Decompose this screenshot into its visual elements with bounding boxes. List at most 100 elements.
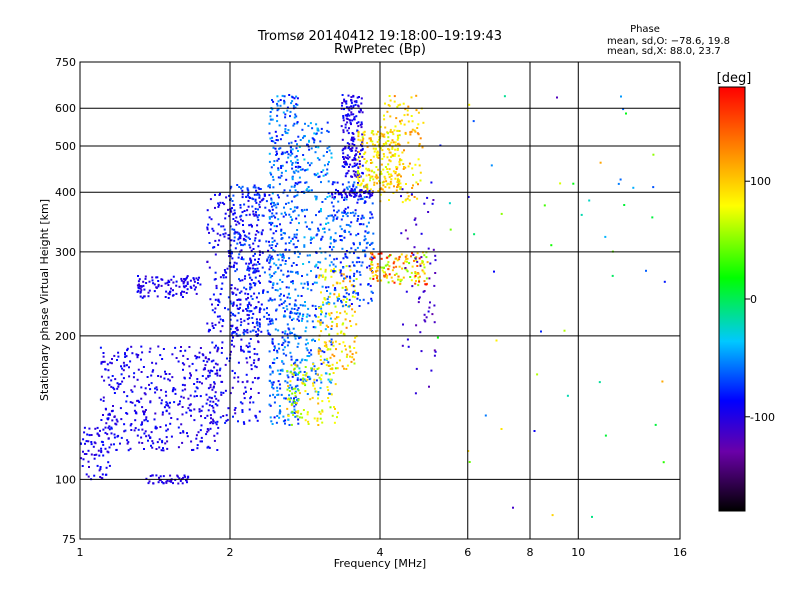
data-point bbox=[216, 348, 219, 351]
data-point bbox=[344, 123, 347, 126]
data-point bbox=[341, 165, 344, 168]
data-point bbox=[305, 225, 308, 228]
data-point bbox=[267, 249, 270, 252]
data-point bbox=[416, 260, 419, 263]
data-point bbox=[310, 270, 312, 272]
data-point bbox=[427, 310, 430, 313]
data-point bbox=[284, 116, 287, 119]
data-point bbox=[202, 368, 205, 371]
data-point bbox=[235, 262, 238, 265]
data-point bbox=[196, 356, 198, 359]
data-point bbox=[263, 271, 266, 274]
data-point bbox=[361, 136, 364, 139]
data-point bbox=[159, 375, 162, 378]
data-point bbox=[399, 282, 402, 285]
data-point bbox=[358, 195, 361, 198]
data-point bbox=[350, 221, 353, 224]
data-point bbox=[328, 195, 331, 198]
data-point bbox=[277, 108, 280, 111]
data-point bbox=[136, 399, 139, 402]
data-point bbox=[339, 225, 342, 228]
data-point bbox=[285, 213, 287, 216]
data-point bbox=[168, 293, 171, 296]
data-point bbox=[324, 278, 327, 281]
data-point bbox=[234, 407, 237, 409]
data-point bbox=[190, 440, 193, 443]
data-point bbox=[366, 232, 369, 234]
data-point bbox=[409, 131, 412, 134]
data-point bbox=[130, 389, 133, 392]
data-point bbox=[211, 341, 214, 344]
data-point bbox=[218, 315, 221, 318]
data-point bbox=[358, 241, 361, 244]
data-point bbox=[346, 297, 348, 300]
data-point bbox=[320, 291, 322, 294]
data-point bbox=[249, 246, 252, 249]
data-point bbox=[391, 269, 394, 272]
data-point bbox=[429, 301, 431, 304]
data-point bbox=[327, 361, 330, 364]
data-point bbox=[113, 415, 116, 418]
data-point bbox=[180, 395, 183, 398]
data-point bbox=[107, 413, 110, 416]
data-point bbox=[277, 266, 280, 269]
data-point bbox=[211, 370, 214, 373]
data-point bbox=[399, 120, 401, 123]
data-point bbox=[236, 326, 239, 329]
data-point bbox=[343, 188, 346, 191]
data-point bbox=[271, 257, 274, 260]
data-point bbox=[238, 291, 241, 294]
data-point bbox=[169, 474, 172, 477]
data-point bbox=[353, 144, 356, 146]
data-point bbox=[110, 362, 113, 365]
data-point bbox=[274, 130, 277, 133]
data-point bbox=[147, 295, 150, 298]
data-point bbox=[425, 256, 428, 259]
data-point bbox=[237, 420, 239, 423]
data-point bbox=[308, 189, 311, 192]
data-point bbox=[371, 192, 374, 194]
data-point bbox=[328, 228, 331, 231]
data-point bbox=[343, 189, 346, 192]
data-point bbox=[167, 378, 170, 381]
data-point bbox=[254, 237, 257, 240]
data-point bbox=[172, 289, 174, 292]
data-point bbox=[147, 439, 149, 442]
data-point bbox=[205, 402, 208, 405]
data-point bbox=[333, 302, 336, 305]
data-point bbox=[293, 171, 296, 174]
data-point bbox=[273, 358, 276, 361]
data-point bbox=[315, 132, 318, 135]
data-point bbox=[306, 187, 309, 190]
data-point bbox=[182, 282, 185, 285]
data-point bbox=[339, 312, 342, 315]
data-point bbox=[233, 264, 235, 267]
data-point bbox=[338, 359, 341, 362]
data-point bbox=[331, 183, 334, 186]
data-point bbox=[371, 271, 374, 273]
data-point bbox=[398, 179, 401, 182]
data-point bbox=[381, 188, 384, 191]
data-point bbox=[297, 398, 300, 401]
data-point bbox=[271, 201, 274, 204]
data-point bbox=[342, 152, 345, 155]
data-point bbox=[98, 469, 101, 472]
data-point bbox=[253, 263, 256, 266]
data-point bbox=[350, 123, 352, 126]
data-point bbox=[355, 115, 358, 118]
data-point bbox=[297, 418, 300, 421]
data-point bbox=[99, 466, 102, 468]
data-point bbox=[389, 99, 392, 102]
data-point bbox=[320, 309, 323, 312]
data-point bbox=[416, 252, 419, 255]
data-point bbox=[279, 223, 281, 226]
data-point bbox=[288, 236, 291, 239]
data-point bbox=[147, 482, 150, 485]
data-point bbox=[85, 473, 88, 476]
data-point bbox=[328, 314, 331, 317]
data-point bbox=[106, 417, 109, 420]
scatter-points bbox=[80, 94, 666, 518]
data-point bbox=[270, 420, 273, 423]
data-point bbox=[230, 210, 233, 213]
data-point bbox=[102, 355, 105, 358]
